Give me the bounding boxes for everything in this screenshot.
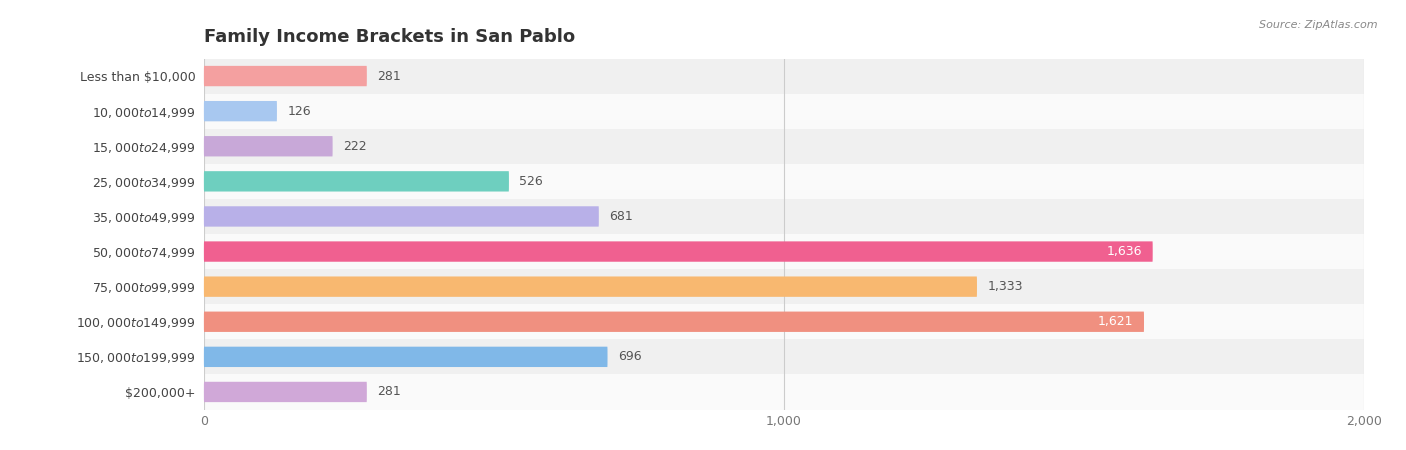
Text: Source: ZipAtlas.com: Source: ZipAtlas.com — [1260, 20, 1378, 30]
FancyBboxPatch shape — [204, 346, 607, 367]
FancyBboxPatch shape — [204, 66, 367, 86]
FancyBboxPatch shape — [204, 206, 599, 227]
FancyBboxPatch shape — [204, 171, 509, 192]
Text: 681: 681 — [609, 210, 633, 223]
Bar — [204, 129, 1364, 164]
Text: 526: 526 — [519, 175, 543, 188]
Bar — [204, 58, 1364, 94]
Text: 696: 696 — [619, 351, 641, 363]
Text: 126: 126 — [287, 105, 311, 117]
Bar — [204, 199, 1364, 234]
Text: 281: 281 — [377, 386, 401, 398]
Text: Family Income Brackets in San Pablo: Family Income Brackets in San Pablo — [204, 28, 575, 46]
Text: 222: 222 — [343, 140, 367, 153]
Bar — [204, 94, 1364, 129]
FancyBboxPatch shape — [204, 311, 1144, 332]
FancyBboxPatch shape — [204, 276, 977, 297]
FancyBboxPatch shape — [204, 101, 277, 122]
FancyBboxPatch shape — [204, 136, 333, 157]
Bar — [204, 304, 1364, 339]
Bar — [204, 374, 1364, 410]
Bar — [204, 164, 1364, 199]
Bar — [204, 339, 1364, 374]
Bar — [204, 234, 1364, 269]
Text: 1,636: 1,636 — [1107, 245, 1142, 258]
FancyBboxPatch shape — [204, 241, 1153, 262]
Text: 281: 281 — [377, 70, 401, 82]
Text: 1,333: 1,333 — [987, 280, 1024, 293]
Bar — [204, 269, 1364, 304]
Text: 1,621: 1,621 — [1098, 315, 1133, 328]
FancyBboxPatch shape — [204, 382, 367, 402]
